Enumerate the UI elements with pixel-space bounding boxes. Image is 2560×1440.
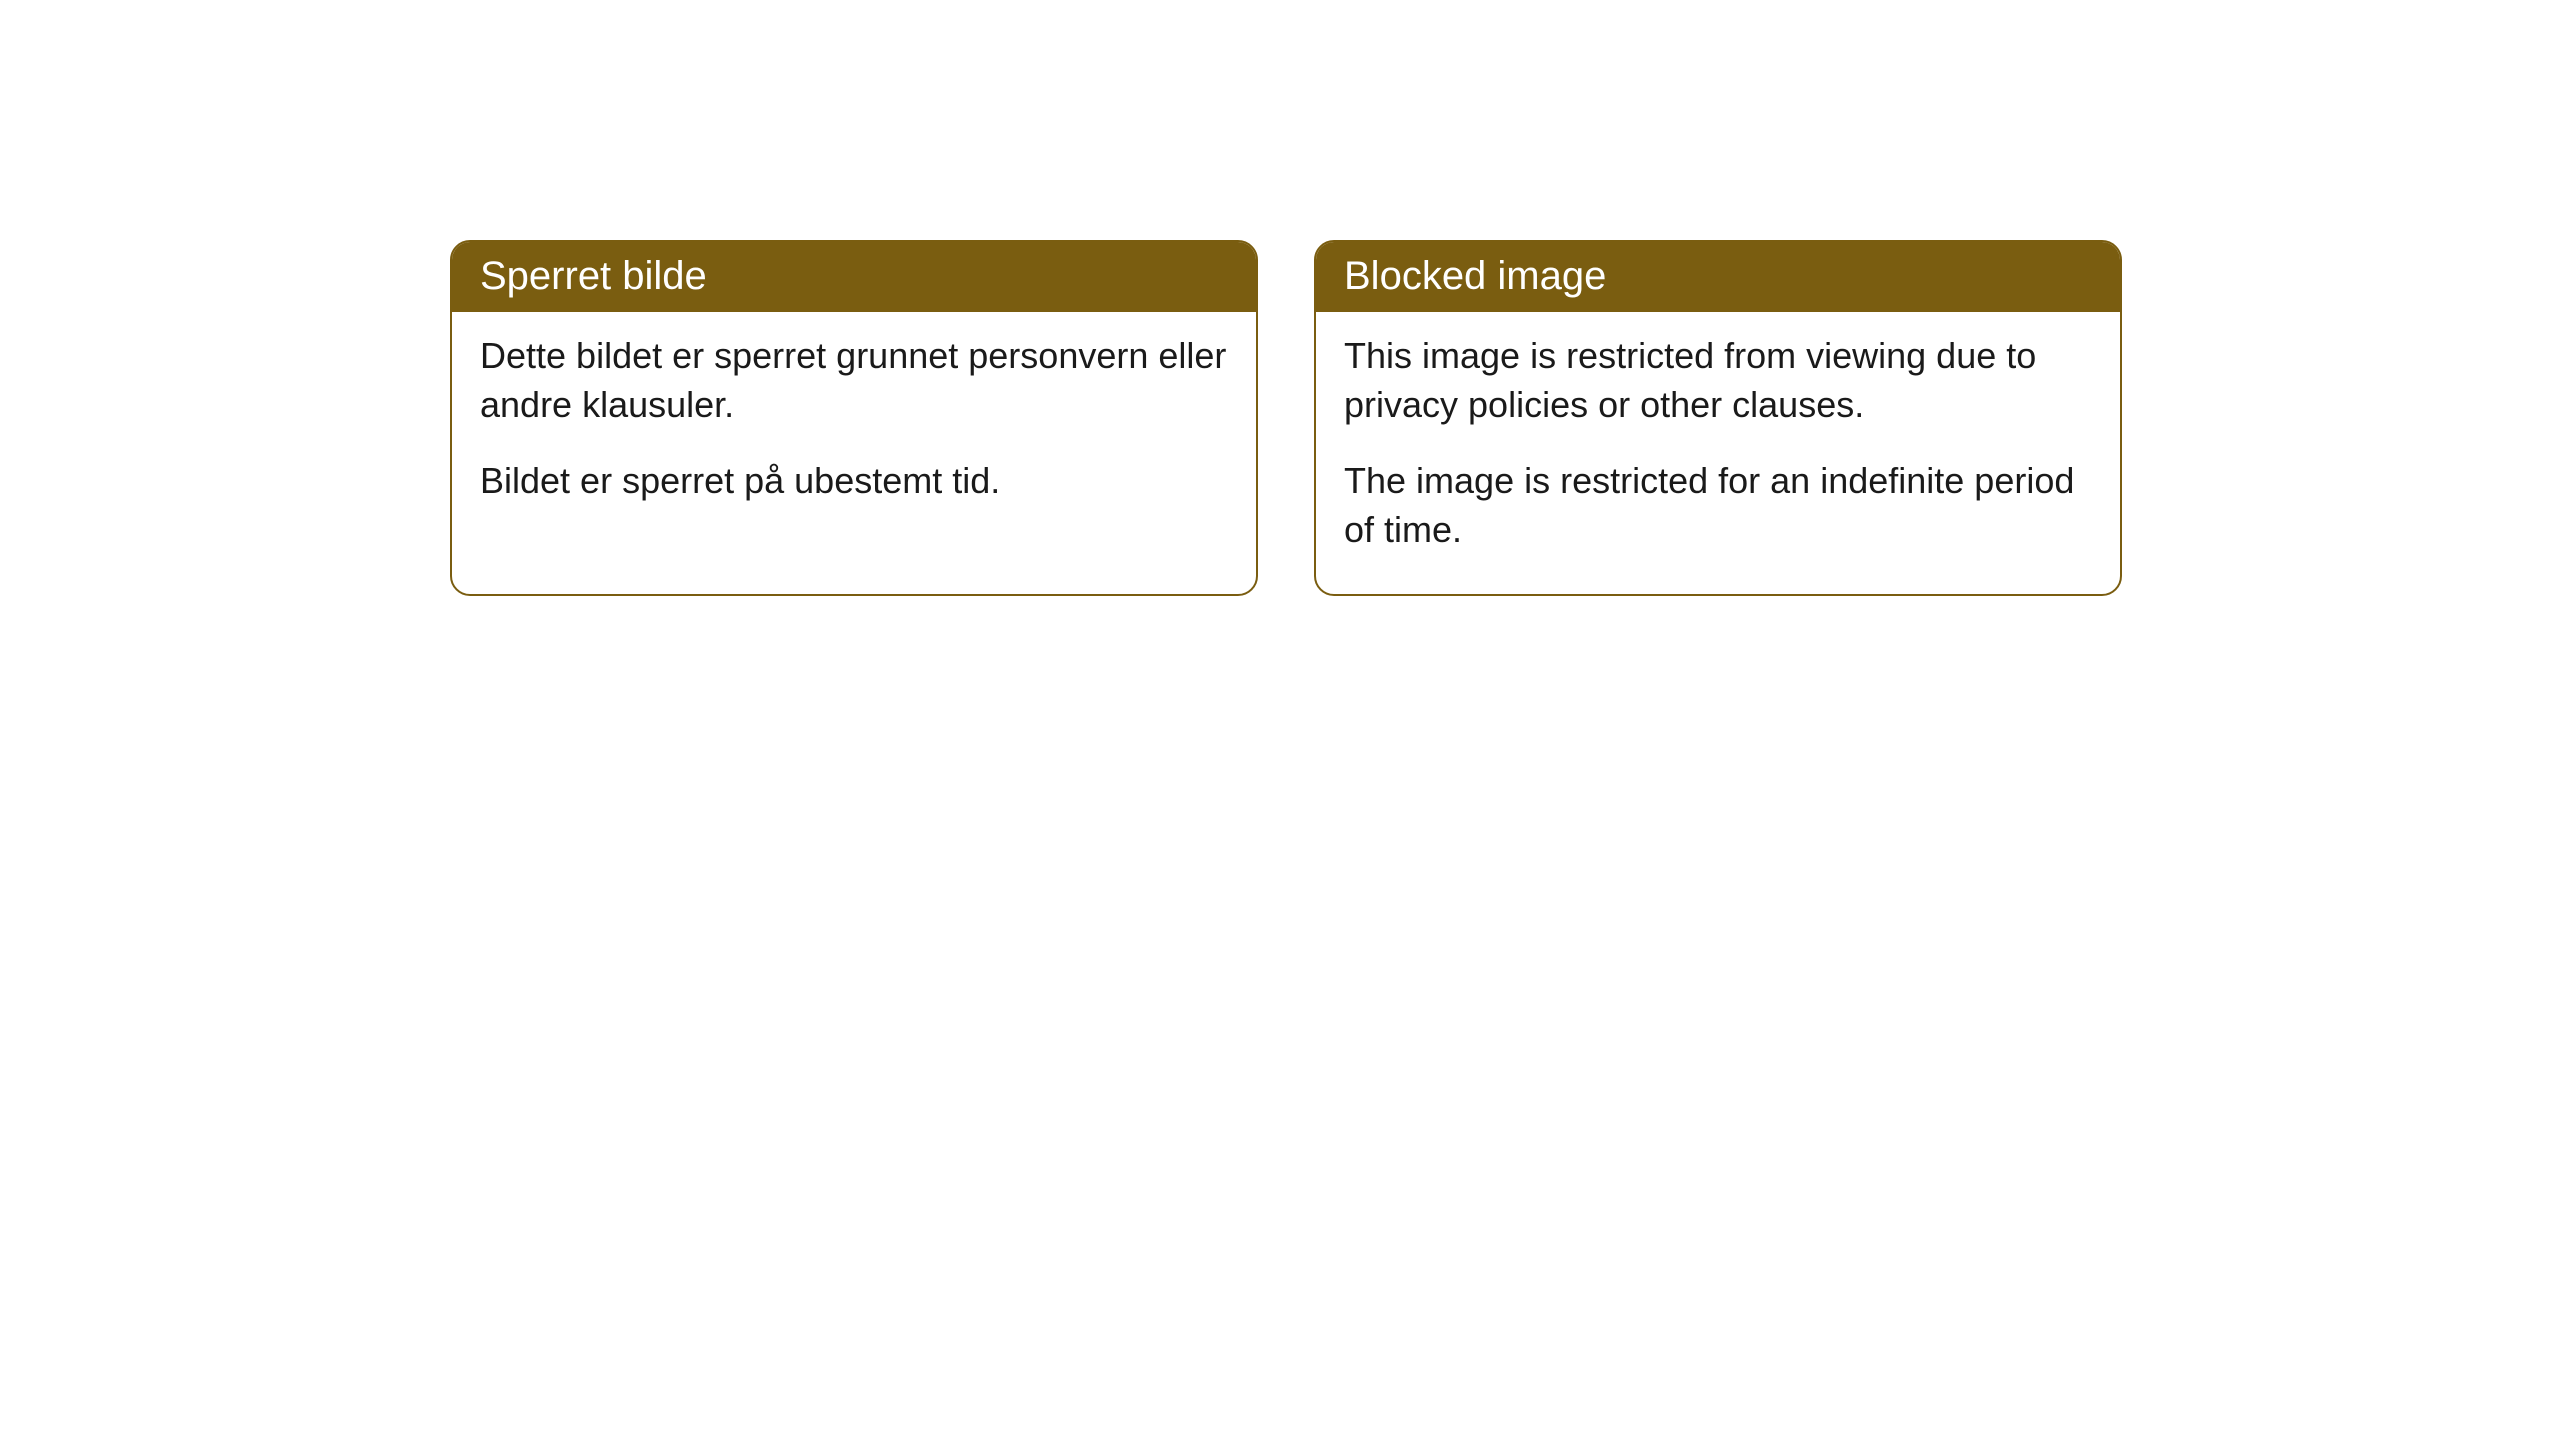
notice-cards-container: Sperret bilde Dette bildet er sperret gr… — [450, 240, 2122, 596]
card-body: This image is restricted from viewing du… — [1316, 312, 2120, 594]
card-paragraph: Dette bildet er sperret grunnet personve… — [480, 332, 1228, 429]
card-header: Blocked image — [1316, 242, 2120, 312]
card-header: Sperret bilde — [452, 242, 1256, 312]
card-paragraph: The image is restricted for an indefinit… — [1344, 457, 2092, 554]
notice-card-norwegian: Sperret bilde Dette bildet er sperret gr… — [450, 240, 1258, 596]
card-paragraph: This image is restricted from viewing du… — [1344, 332, 2092, 429]
notice-card-english: Blocked image This image is restricted f… — [1314, 240, 2122, 596]
card-body: Dette bildet er sperret grunnet personve… — [452, 312, 1256, 546]
card-paragraph: Bildet er sperret på ubestemt tid. — [480, 457, 1228, 506]
